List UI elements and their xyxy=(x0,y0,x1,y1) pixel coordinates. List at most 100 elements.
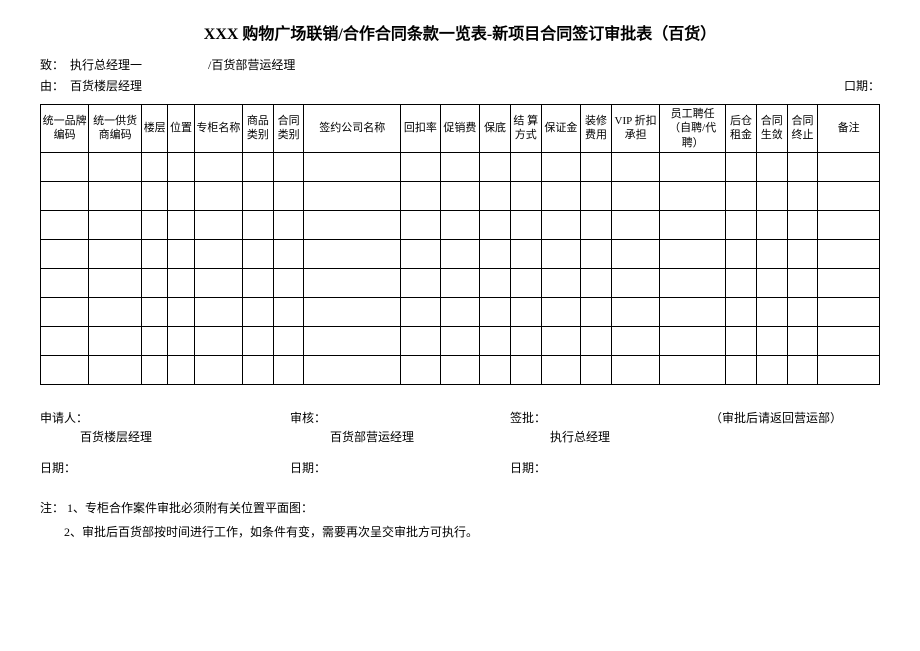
note-1: 1、专柜合作案件审批必须附有关位置平面图： xyxy=(67,501,313,515)
applicant-role: 百货楼层经理 xyxy=(80,428,290,445)
column-header: 统一供货商编码 xyxy=(89,105,142,153)
table-cell xyxy=(726,326,757,355)
approval-table: 统一品牌编码统一供货商编码楼层位置专柜名称商品类别合同类别签约公司名称回扣率促销… xyxy=(40,104,880,385)
by-row: 由： 百货楼层经理 口期： xyxy=(40,77,880,94)
table-cell xyxy=(304,210,401,239)
table-cell xyxy=(756,355,787,384)
table-cell xyxy=(756,297,787,326)
table-cell xyxy=(726,152,757,181)
table-cell xyxy=(89,326,142,355)
column-header: 统一品牌编码 xyxy=(41,105,89,153)
column-header: 促销费 xyxy=(440,105,480,153)
table-cell xyxy=(168,210,194,239)
column-header: 回扣率 xyxy=(401,105,441,153)
table-cell xyxy=(89,181,142,210)
by-label: 由： xyxy=(40,77,64,94)
notes-section: 注： 1、专柜合作案件审批必须附有关位置平面图： 2、审批后百货部按时间进行工作… xyxy=(40,496,880,544)
table-cell xyxy=(581,268,612,297)
table-cell xyxy=(611,210,659,239)
table-cell xyxy=(510,268,541,297)
column-header: 合同生敛 xyxy=(756,105,787,153)
table-cell xyxy=(142,326,168,355)
table-cell xyxy=(541,181,581,210)
approve-label: 签批： xyxy=(510,409,710,426)
review-label: 审核： xyxy=(290,409,510,426)
table-cell xyxy=(756,210,787,239)
table-cell xyxy=(304,239,401,268)
table-cell xyxy=(304,152,401,181)
date-row: 日期： 日期： 日期： xyxy=(40,459,880,476)
table-cell xyxy=(194,181,242,210)
column-header: 签约公司名称 xyxy=(304,105,401,153)
table-cell xyxy=(142,181,168,210)
table-cell xyxy=(787,268,818,297)
table-cell xyxy=(818,152,880,181)
by-value: 百货楼层经理 xyxy=(70,77,142,94)
table-cell xyxy=(273,239,304,268)
table-cell xyxy=(787,181,818,210)
table-cell xyxy=(510,355,541,384)
table-cell xyxy=(818,268,880,297)
column-header: 装修费用 xyxy=(581,105,612,153)
table-cell xyxy=(89,297,142,326)
table-cell xyxy=(726,355,757,384)
table-cell xyxy=(787,355,818,384)
to-value: 执行总经理一 xyxy=(70,56,142,73)
table-cell xyxy=(142,152,168,181)
table-cell xyxy=(581,181,612,210)
table-cell xyxy=(41,355,89,384)
table-cell xyxy=(787,297,818,326)
table-cell xyxy=(660,268,726,297)
table-cell xyxy=(726,210,757,239)
return-note: （审批后请返回营运部） xyxy=(710,409,842,426)
table-cell xyxy=(194,297,242,326)
table-cell xyxy=(510,210,541,239)
table-cell xyxy=(510,297,541,326)
table-cell xyxy=(611,268,659,297)
table-cell xyxy=(510,152,541,181)
table-cell xyxy=(142,239,168,268)
table-cell xyxy=(273,355,304,384)
table-row xyxy=(41,152,880,181)
table-cell xyxy=(194,326,242,355)
table-cell xyxy=(660,181,726,210)
table-cell xyxy=(726,181,757,210)
table-cell xyxy=(726,239,757,268)
table-cell xyxy=(818,297,880,326)
table-cell xyxy=(660,210,726,239)
column-header: 保底 xyxy=(480,105,511,153)
table-cell xyxy=(243,181,274,210)
review-role: 百货部营运经理 xyxy=(330,428,510,445)
table-cell xyxy=(510,239,541,268)
table-row xyxy=(41,297,880,326)
table-cell xyxy=(818,181,880,210)
table-cell xyxy=(581,152,612,181)
table-cell xyxy=(440,239,480,268)
table-cell xyxy=(401,152,441,181)
column-header: 专柜名称 xyxy=(194,105,242,153)
column-header: 位置 xyxy=(168,105,194,153)
table-cell xyxy=(194,152,242,181)
table-cell xyxy=(168,326,194,355)
table-cell xyxy=(581,210,612,239)
table-cell xyxy=(41,297,89,326)
table-cell xyxy=(304,326,401,355)
table-cell xyxy=(756,181,787,210)
table-cell xyxy=(304,181,401,210)
column-header: 后仓租金 xyxy=(726,105,757,153)
table-cell xyxy=(401,355,441,384)
table-cell xyxy=(818,239,880,268)
to-label: 致： xyxy=(40,56,64,73)
table-cell xyxy=(401,181,441,210)
table-cell xyxy=(756,239,787,268)
table-cell xyxy=(243,152,274,181)
table-cell xyxy=(41,210,89,239)
table-cell xyxy=(440,297,480,326)
table-row xyxy=(41,326,880,355)
table-cell xyxy=(41,181,89,210)
table-cell xyxy=(168,181,194,210)
table-cell xyxy=(243,210,274,239)
table-cell xyxy=(440,268,480,297)
table-cell xyxy=(194,268,242,297)
table-cell xyxy=(168,297,194,326)
